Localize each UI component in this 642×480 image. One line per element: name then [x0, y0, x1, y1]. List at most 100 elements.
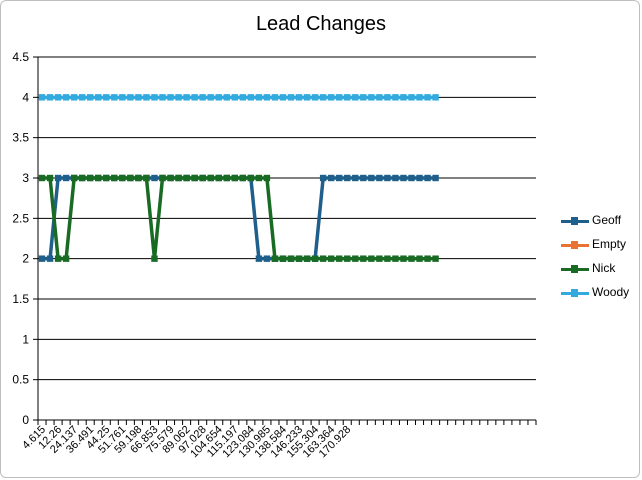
data-point-geoff-2 — [54, 174, 62, 182]
data-point-woody-12 — [135, 94, 142, 101]
data-point-woody-48 — [424, 94, 431, 101]
data-point-woody-43 — [384, 94, 391, 101]
data-point-woody-0 — [38, 94, 46, 101]
data-point-nick-35 — [319, 255, 327, 262]
y-tick-label-1: 0.5 — [12, 373, 29, 387]
legend-label-geoff: Geoff — [592, 213, 622, 227]
data-point-geoff-42 — [376, 174, 383, 182]
data-point-woody-13 — [143, 94, 150, 101]
y-tick-label-9: 4.5 — [12, 50, 29, 64]
data-point-geoff-27 — [255, 255, 263, 262]
data-point-nick-40 — [360, 255, 367, 262]
data-point-geoff-43 — [384, 174, 391, 182]
y-tick-label-6: 3 — [22, 171, 29, 185]
data-point-woody-1 — [46, 94, 54, 101]
data-point-nick-37 — [336, 255, 343, 262]
legend-swatch-empty — [561, 241, 589, 249]
data-point-woody-10 — [119, 94, 126, 101]
data-point-geoff-36 — [327, 174, 335, 182]
data-point-nick-0 — [38, 174, 46, 182]
data-point-woody-15 — [159, 94, 166, 101]
data-point-nick-34 — [311, 255, 319, 262]
data-point-nick-21 — [207, 174, 214, 182]
data-point-nick-41 — [368, 255, 375, 262]
data-point-geoff-38 — [344, 174, 351, 182]
data-point-nick-13 — [143, 174, 150, 182]
data-point-geoff-37 — [336, 174, 343, 182]
data-point-nick-32 — [295, 255, 303, 262]
data-point-geoff-39 — [352, 174, 359, 182]
data-point-woody-41 — [368, 94, 375, 101]
y-tick-label-0: 0 — [22, 413, 29, 427]
data-point-nick-8 — [103, 174, 110, 182]
data-point-nick-19 — [191, 174, 198, 182]
data-point-geoff-14 — [151, 174, 158, 182]
data-point-woody-8 — [103, 94, 110, 101]
data-point-nick-33 — [303, 255, 311, 262]
y-tick-label-3: 1.5 — [12, 292, 29, 306]
data-point-nick-22 — [215, 174, 222, 182]
data-point-nick-23 — [223, 174, 230, 182]
data-point-geoff-1 — [46, 255, 54, 262]
data-point-nick-42 — [376, 255, 383, 262]
y-tick-label-7: 3.5 — [12, 131, 29, 145]
legend-label-woody: Woody — [592, 285, 630, 299]
data-point-woody-5 — [78, 94, 86, 101]
data-point-woody-42 — [376, 94, 383, 101]
data-point-nick-12 — [135, 174, 142, 182]
data-point-nick-49 — [432, 255, 439, 262]
data-point-woody-16 — [167, 94, 174, 101]
data-point-nick-7 — [95, 174, 102, 182]
data-point-woody-3 — [62, 94, 70, 101]
data-point-woody-33 — [303, 94, 311, 101]
data-point-woody-26 — [247, 94, 255, 101]
legend-swatch-geoff — [561, 217, 589, 225]
data-point-woody-9 — [111, 94, 118, 101]
data-point-nick-5 — [78, 174, 86, 182]
data-point-nick-4 — [70, 174, 78, 182]
data-point-geoff-41 — [368, 174, 375, 182]
data-point-nick-48 — [424, 255, 431, 262]
data-point-woody-14 — [151, 94, 158, 101]
data-point-woody-45 — [400, 94, 407, 101]
legend-item-empty: Empty — [561, 235, 641, 259]
data-point-woody-24 — [231, 94, 238, 101]
data-point-nick-30 — [279, 255, 287, 262]
y-tick-label-4: 2 — [22, 252, 29, 266]
data-point-woody-27 — [255, 94, 263, 101]
data-point-nick-14 — [151, 255, 158, 262]
data-point-nick-11 — [127, 174, 134, 182]
data-point-nick-29 — [271, 255, 279, 262]
data-point-nick-39 — [352, 255, 359, 262]
data-point-nick-10 — [119, 174, 126, 182]
data-point-nick-18 — [183, 174, 190, 182]
data-point-nick-2 — [54, 255, 62, 262]
data-point-woody-39 — [352, 94, 359, 101]
data-point-woody-40 — [360, 94, 367, 101]
data-point-nick-28 — [263, 174, 271, 182]
data-point-geoff-45 — [400, 174, 407, 182]
data-point-woody-49 — [432, 94, 439, 101]
data-point-woody-31 — [287, 94, 295, 101]
data-point-nick-16 — [167, 174, 174, 182]
data-point-nick-25 — [239, 174, 247, 182]
data-point-woody-11 — [127, 94, 134, 101]
y-tick-label-5: 2.5 — [12, 211, 29, 225]
data-point-woody-21 — [207, 94, 214, 101]
data-point-woody-18 — [183, 94, 190, 101]
legend-swatch-nick — [561, 265, 589, 273]
data-point-woody-2 — [54, 94, 62, 101]
data-point-woody-46 — [408, 94, 415, 101]
y-tick-label-8: 4 — [22, 90, 29, 104]
legend-swatch-woody — [561, 289, 589, 297]
data-point-woody-29 — [271, 94, 279, 101]
data-point-nick-1 — [46, 174, 54, 182]
y-tick-label-2: 1 — [22, 332, 29, 346]
data-point-woody-7 — [95, 94, 102, 101]
legend-label-nick: Nick — [592, 261, 616, 275]
data-point-woody-44 — [392, 94, 399, 101]
data-point-woody-34 — [311, 94, 319, 101]
data-point-woody-19 — [191, 94, 198, 101]
data-point-geoff-48 — [424, 174, 431, 182]
